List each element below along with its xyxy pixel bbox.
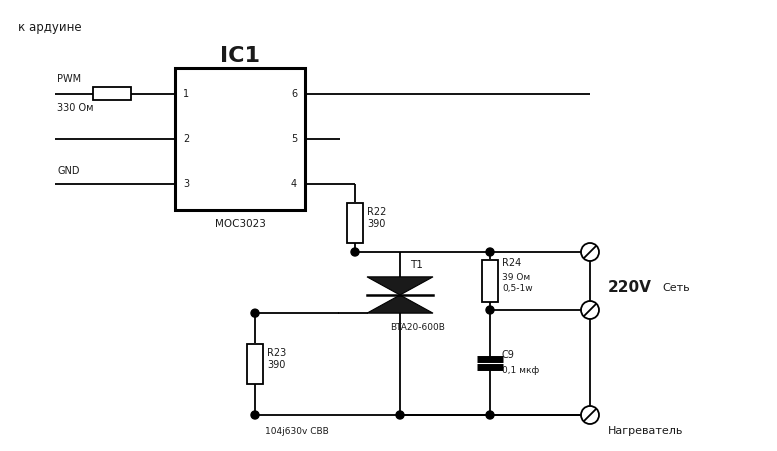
Text: Нагреватель: Нагреватель bbox=[608, 426, 684, 436]
Text: R22
390: R22 390 bbox=[367, 207, 386, 229]
Text: к ардуине: к ардуине bbox=[18, 22, 82, 34]
Text: C9: C9 bbox=[502, 350, 515, 359]
Text: 220V: 220V bbox=[608, 281, 652, 295]
Text: MOC3023: MOC3023 bbox=[214, 219, 266, 229]
Text: 0,1 мкф: 0,1 мкф bbox=[502, 366, 539, 375]
Text: BTA20-600B: BTA20-600B bbox=[390, 322, 445, 331]
Circle shape bbox=[581, 406, 599, 424]
Text: 3: 3 bbox=[183, 179, 189, 189]
Text: IC1: IC1 bbox=[220, 46, 260, 66]
Text: T1: T1 bbox=[410, 260, 423, 270]
Text: 4: 4 bbox=[291, 179, 297, 189]
Text: Сеть: Сеть bbox=[662, 283, 690, 293]
Text: R23
390: R23 390 bbox=[267, 348, 286, 370]
Circle shape bbox=[251, 309, 259, 317]
Circle shape bbox=[581, 301, 599, 319]
Text: R24: R24 bbox=[502, 258, 521, 268]
Text: GND: GND bbox=[57, 166, 79, 176]
Text: PWM: PWM bbox=[57, 74, 81, 83]
Text: 330 Ом: 330 Ом bbox=[57, 102, 93, 113]
Circle shape bbox=[486, 411, 494, 419]
Circle shape bbox=[581, 243, 599, 261]
Circle shape bbox=[396, 411, 404, 419]
Polygon shape bbox=[367, 277, 433, 295]
Bar bbox=[347, 203, 363, 243]
Circle shape bbox=[486, 248, 494, 256]
Text: 39 Ом
0,5-1w: 39 Ом 0,5-1w bbox=[502, 273, 532, 293]
Bar bbox=[247, 344, 263, 384]
Bar bbox=[93, 87, 131, 100]
Text: 1: 1 bbox=[183, 88, 189, 99]
Bar bbox=[175, 68, 305, 210]
Polygon shape bbox=[367, 295, 433, 313]
Circle shape bbox=[351, 248, 359, 256]
Text: 2: 2 bbox=[183, 134, 190, 144]
Circle shape bbox=[251, 411, 259, 419]
Text: 6: 6 bbox=[291, 88, 297, 99]
Circle shape bbox=[486, 306, 494, 314]
Bar bbox=[482, 260, 498, 302]
Text: 104j630v CBB: 104j630v CBB bbox=[265, 427, 329, 436]
Text: 5: 5 bbox=[291, 134, 297, 144]
